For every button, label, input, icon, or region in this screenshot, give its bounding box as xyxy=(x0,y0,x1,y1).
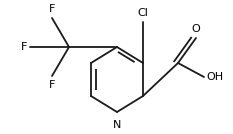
Text: Cl: Cl xyxy=(137,8,148,18)
Text: F: F xyxy=(49,4,55,14)
Text: OH: OH xyxy=(206,72,223,82)
Text: N: N xyxy=(113,120,121,130)
Text: F: F xyxy=(21,42,27,52)
Text: O: O xyxy=(192,24,200,34)
Text: F: F xyxy=(49,80,55,90)
